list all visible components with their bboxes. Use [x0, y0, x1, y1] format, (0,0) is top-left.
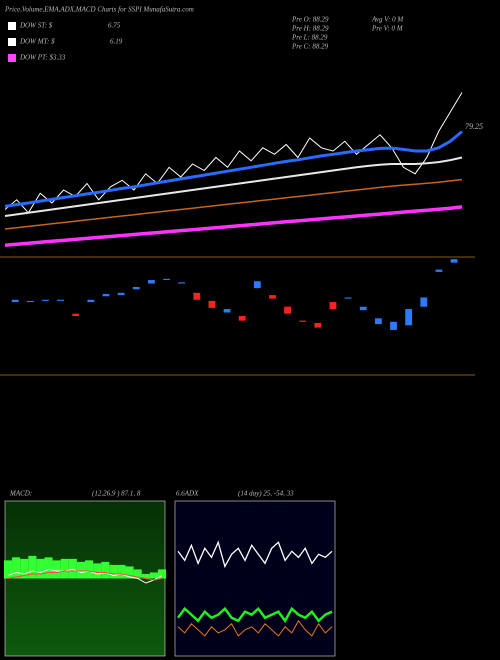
candle: [11, 299, 19, 303]
macd-bar: [3, 560, 13, 579]
candle: [390, 321, 397, 330]
legend-value: 6.75: [108, 22, 121, 30]
macd-bar: [133, 569, 142, 579]
series-line: [4, 156, 463, 217]
legend-swatch: [8, 38, 16, 46]
series-line: [7, 570, 163, 581]
candle: [163, 278, 170, 281]
macd-bar: [157, 569, 167, 579]
candle: [314, 322, 322, 328]
macd-params: (12,26,9 ) 87.1, 8: [92, 490, 141, 498]
macd-bar: [117, 564, 126, 579]
macd-bar: [28, 555, 37, 579]
stat: Pre L: 88.29: [291, 34, 328, 42]
series-line: [4, 130, 463, 208]
candle: [208, 300, 216, 308]
legend-value: 6.19: [110, 38, 123, 46]
macd-bar: [101, 561, 110, 579]
series-line: [177, 619, 333, 637]
adx-title: 6.6ADX: [176, 490, 199, 498]
candle: [329, 302, 337, 310]
candle: [238, 316, 246, 321]
legend-label: DOW MT: $: [19, 38, 55, 46]
candle: [42, 299, 49, 301]
candle: [223, 309, 231, 313]
candle: [57, 299, 64, 301]
candle: [359, 306, 367, 311]
macd-bar: [141, 573, 150, 579]
candle: [405, 309, 413, 326]
legend-label: DOW PT: $3.33: [19, 54, 66, 62]
candle: [420, 297, 428, 307]
candle: [102, 293, 110, 297]
legend-label: DOW ST: $: [19, 22, 53, 30]
stat: Pre C: 88.29: [291, 43, 329, 51]
series-line: [4, 205, 463, 248]
stat: Avg V: 0 M: [371, 16, 404, 24]
candle: [193, 292, 201, 300]
macd-bar: [85, 560, 94, 579]
macd-bar: [36, 558, 45, 579]
macd-bar: [109, 564, 118, 579]
series-line: [4, 178, 463, 230]
macd-bar: [93, 563, 102, 579]
candle: [450, 259, 458, 263]
adx-params: (14 day) 25, -54, 33: [238, 490, 294, 498]
candle: [26, 300, 34, 303]
macd-bar: [44, 557, 53, 579]
series-line: [4, 92, 463, 214]
macd-bar: [149, 572, 158, 579]
macd-bar: [60, 558, 69, 579]
macd-bar: [12, 557, 21, 579]
candle: [117, 292, 125, 296]
macd-bar: [52, 560, 61, 579]
stat: Pre H: 88.29: [291, 25, 329, 33]
candle: [178, 282, 186, 284]
series-line: [177, 540, 333, 569]
legend-swatch: [8, 54, 16, 62]
candle: [72, 313, 80, 316]
price-label: 79.25: [465, 122, 483, 131]
series-line: [176, 606, 333, 624]
candle: [374, 318, 382, 325]
adx-panel: [174, 500, 336, 657]
legend-swatch: [8, 22, 16, 30]
macd-bar: [125, 566, 134, 579]
macd-bar: [68, 558, 77, 579]
candle: [253, 281, 261, 289]
candle: [269, 295, 276, 299]
macd-bar: [76, 561, 85, 579]
candle: [344, 297, 352, 299]
stat: Pre O: 88.29: [291, 16, 329, 24]
macd-title: MACD:: [9, 490, 32, 498]
macd-bar: [20, 558, 29, 579]
candle: [284, 306, 291, 314]
candle: [147, 280, 155, 284]
stat: Pre V: 0 M: [371, 25, 404, 33]
candle: [299, 320, 307, 322]
candle: [435, 269, 443, 272]
candle: [132, 287, 140, 290]
page-title: Price,Volume,EMA,ADX,MACD Charts for SSP…: [4, 6, 194, 14]
candle: [87, 299, 95, 303]
series-line: [7, 568, 163, 584]
